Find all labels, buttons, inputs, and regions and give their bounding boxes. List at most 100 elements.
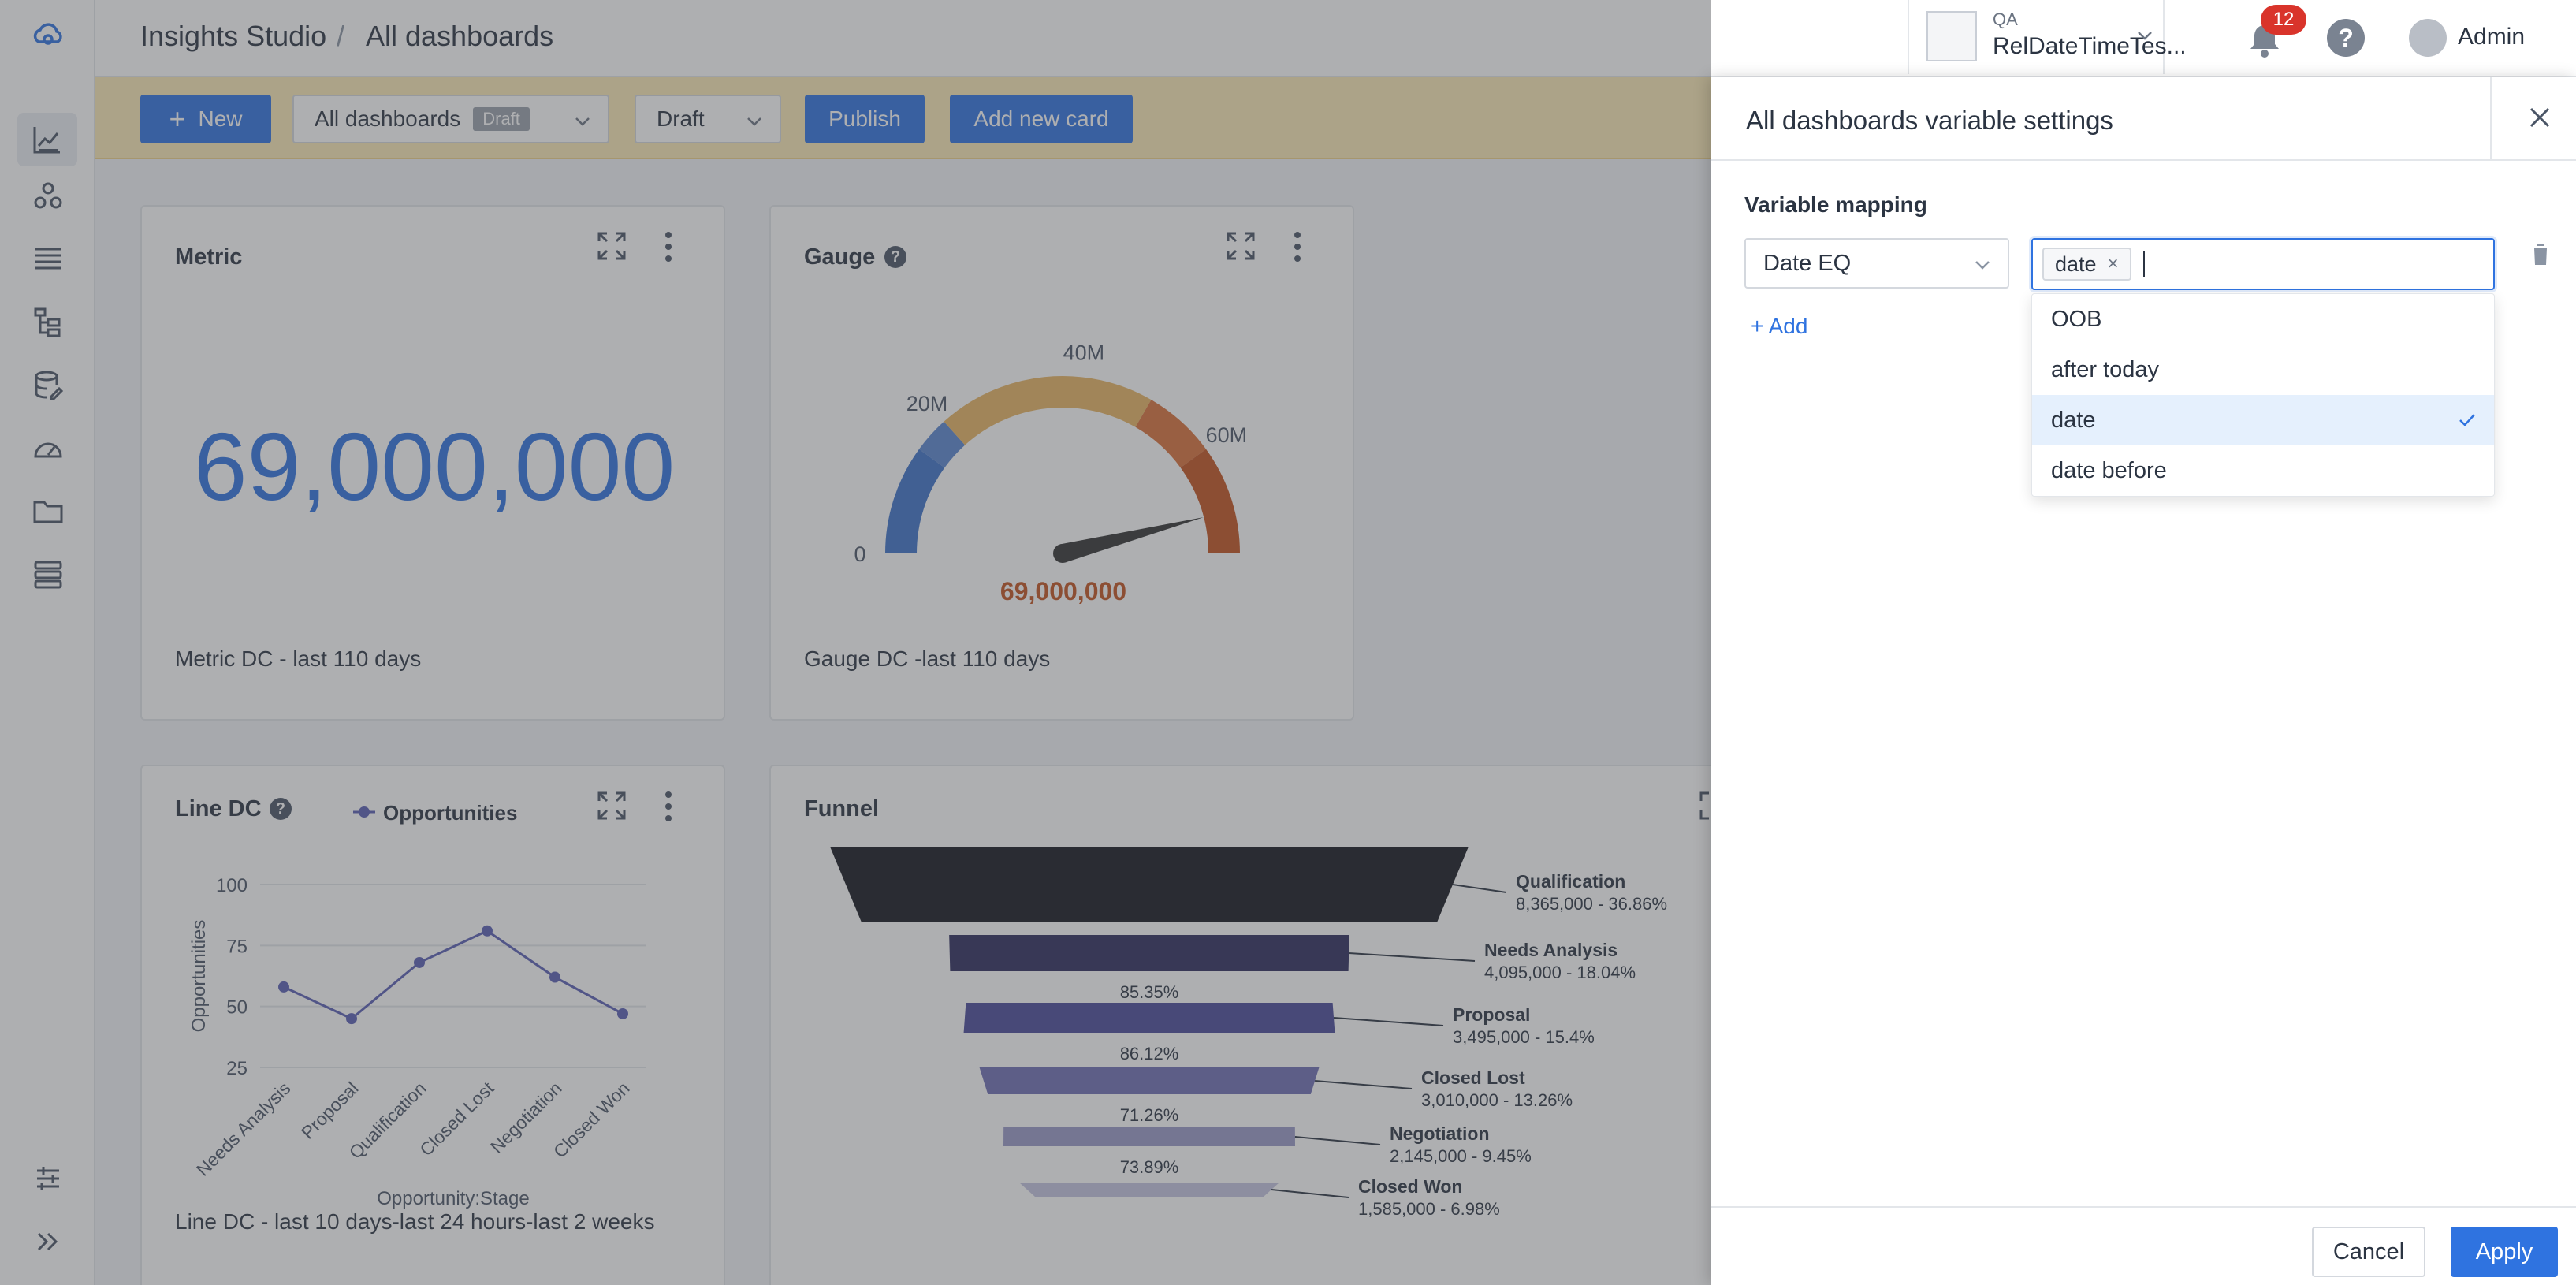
gauge-band <box>885 449 945 554</box>
user-name[interactable]: Admin <box>2458 24 2526 50</box>
legend-label: Opportunities <box>383 801 517 825</box>
card-title: Funnel <box>804 796 880 821</box>
chevron-down-icon <box>2136 27 2153 48</box>
draft-badge: Draft <box>473 107 530 131</box>
card-title: Line DC <box>175 796 262 821</box>
info-help-icon[interactable]: ? <box>884 246 906 268</box>
add-mapping-link[interactable]: + Add <box>1751 314 1808 338</box>
gauge-tick-label: 20M <box>906 392 948 415</box>
status-select-value: Draft <box>657 106 705 131</box>
data-point <box>414 956 425 968</box>
metric-card: Metric 69,000,000 Metric DC - last 110 d… <box>140 205 725 721</box>
gauge-band <box>1180 449 1240 554</box>
gauge-tick-label: 40M <box>1063 341 1105 364</box>
left-nav-rail <box>0 0 95 1285</box>
option-date[interactable]: date <box>2032 395 2494 445</box>
data-point <box>617 1008 628 1019</box>
dashboard-select-value: All dashboards <box>315 106 461 131</box>
y-axis-label: Opportunities <box>188 920 210 1033</box>
funnel-leader-line <box>1271 1189 1349 1198</box>
check-icon <box>2459 414 2475 426</box>
option-date-before[interactable]: date before <box>2051 457 2167 483</box>
page-title: All dashboards <box>366 20 554 52</box>
status-select[interactable]: Draft <box>635 95 781 143</box>
expand-icon[interactable] <box>596 230 627 262</box>
app-logo-icon[interactable] <box>28 16 68 55</box>
avatar[interactable] <box>2409 19 2447 57</box>
y-tick-label: 75 <box>226 936 248 957</box>
funnel-leader-line <box>1333 1017 1444 1026</box>
close-icon[interactable] <box>2528 106 2552 129</box>
tenant-switcher[interactable]: QA RelDateTimeTes... <box>1908 0 2187 74</box>
publish-button[interactable]: Publish <box>805 95 925 143</box>
breadcrumb-app[interactable]: Insights Studio <box>140 20 327 52</box>
section-label: Variable mapping <box>1744 192 1927 217</box>
card-footer: Metric DC - last 110 days <box>175 646 422 671</box>
analytics-icon[interactable] <box>28 177 68 216</box>
line-card: Line DC ? Opportunities 100 75 50 25 Opportun… <box>140 765 725 1285</box>
gauge-band <box>1135 400 1207 468</box>
folder-icon[interactable] <box>28 492 68 531</box>
expand-icon[interactable] <box>1225 230 1256 262</box>
more-vert-icon[interactable] <box>1291 230 1304 263</box>
card-title: Gauge <box>804 244 876 270</box>
more-vert-icon[interactable] <box>662 790 675 823</box>
funnel-stage <box>1003 1127 1295 1146</box>
list-icon[interactable] <box>28 240 68 279</box>
option-oob[interactable]: OOB <box>2051 306 2102 332</box>
value-multiselect[interactable]: date × <box>2031 238 2495 290</box>
funnel-stage <box>963 1003 1335 1033</box>
more-vert-icon[interactable] <box>662 230 675 263</box>
variable-settings-panel: All dashboards variable settings Variabl… <box>1711 77 2576 1285</box>
gauge-needle <box>1060 516 1204 563</box>
funnel-stage-value: 8,365,000 - 36.86% <box>1516 894 1667 914</box>
notifications-button[interactable]: 12 <box>2247 5 2306 64</box>
trash-icon[interactable] <box>2529 241 2552 266</box>
expand-icon[interactable] <box>596 790 627 821</box>
gauge-needle-hub <box>1053 544 1072 563</box>
funnel-stage <box>949 935 1349 971</box>
modal-backdrop[interactable] <box>0 0 1711 1285</box>
text-cursor <box>2143 251 2145 277</box>
notification-badge: 12 <box>2261 5 2306 35</box>
divider <box>1711 1206 2576 1208</box>
funnel-stage-value: 4,095,000 - 18.04% <box>1484 963 1636 982</box>
funnel-leader-line <box>1452 884 1507 893</box>
cancel-button[interactable]: Cancel <box>2312 1227 2425 1277</box>
dashboards-icon[interactable] <box>17 113 77 166</box>
tenant-logo <box>1926 11 1977 61</box>
help-icon[interactable]: ? <box>2327 19 2365 57</box>
new-button-label: New <box>198 106 243 131</box>
gauge-chart: 0 20M 40M 60M <box>854 341 1247 566</box>
add-new-card-button[interactable]: Add new card <box>950 95 1133 143</box>
hierarchy-icon[interactable] <box>28 303 68 342</box>
divider <box>2490 77 2492 159</box>
info-help-icon[interactable]: ? <box>270 798 292 820</box>
gauge-nav-icon[interactable] <box>28 429 68 468</box>
expand-rail-icon[interactable] <box>28 1222 68 1261</box>
chip-label: date <box>2055 251 2097 276</box>
option-after-today[interactable]: after today <box>2051 356 2160 382</box>
new-button[interactable]: + New <box>140 95 271 143</box>
chip-remove-icon[interactable]: × <box>2107 253 2119 274</box>
funnel-stage-value: 2,145,000 - 9.45% <box>1390 1146 1532 1166</box>
apply-button[interactable]: Apply <box>2451 1227 2558 1277</box>
funnel-stage-name: Needs Analysis <box>1484 940 1617 960</box>
chevron-down-icon <box>747 117 761 126</box>
settings-sliders-icon[interactable] <box>28 1159 68 1198</box>
data-point <box>549 971 560 983</box>
dashboard-select[interactable]: All dashboards Draft <box>292 95 609 143</box>
breadcrumb-separator: / <box>337 20 345 52</box>
stacked-list-icon[interactable] <box>28 555 68 594</box>
variable-select[interactable]: Date EQ <box>1744 238 2009 289</box>
funnel-stage-value: 1,585,000 - 6.98% <box>1358 1199 1500 1219</box>
database-icon[interactable] <box>28 366 68 405</box>
funnel-stage <box>1019 1183 1279 1197</box>
y-tick-label: 25 <box>226 1058 248 1079</box>
dashboard-toolbar: + New All dashboards Draft Draft Publish… <box>95 77 1711 159</box>
data-point <box>346 1013 357 1025</box>
chevron-down-icon <box>1975 261 1990 270</box>
chevron-down-icon <box>575 117 590 126</box>
